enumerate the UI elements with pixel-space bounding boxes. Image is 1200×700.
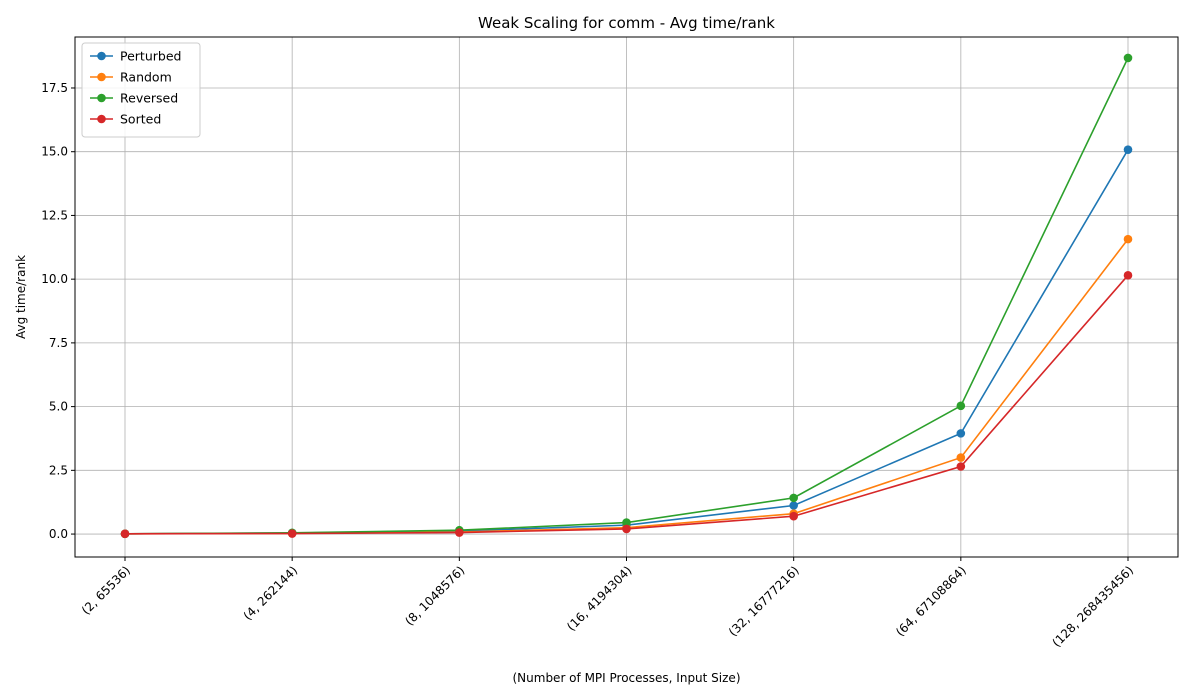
x-tick-label: (64, 67108864): [893, 563, 969, 639]
x-tick-label: (32, 16777216): [726, 563, 802, 639]
data-point-sorted: [455, 528, 464, 537]
data-point-reversed: [1123, 53, 1133, 63]
y-tick-label: 17.5: [41, 81, 68, 95]
x-tick-label: (128, 268435456): [1049, 563, 1136, 650]
data-point-reversed: [789, 493, 798, 503]
y-axis-label: Avg time/rank: [14, 255, 28, 339]
x-tick-label: (16, 4194304): [564, 563, 635, 634]
x-tick-label: (2, 65536): [79, 563, 133, 617]
y-tick-label: 12.5: [41, 208, 68, 222]
y-tick-label: 0.0: [49, 527, 68, 541]
y-tick-label: 5.0: [49, 400, 68, 414]
legend-marker-reversed: [97, 93, 106, 103]
x-tick-label: (8, 1048576): [402, 563, 467, 628]
data-point-perturbed: [1123, 145, 1133, 154]
legend-label-perturbed: Perturbed: [120, 49, 181, 64]
data-point-sorted: [1123, 271, 1133, 280]
y-tick-label: 15.0: [41, 145, 68, 159]
data-point-perturbed: [956, 429, 966, 438]
data-point-sorted: [956, 462, 966, 471]
y-tick-label: 2.5: [49, 463, 68, 477]
data-point-reversed: [622, 518, 631, 527]
y-tick-label: 10.0: [41, 272, 68, 286]
data-point-perturbed: [789, 501, 798, 510]
legend-marker-sorted: [97, 114, 106, 124]
x-axis-label: (Number of MPI Processes, Input Size): [512, 671, 740, 685]
x-tick-label: (4, 262144): [241, 563, 301, 623]
legend-box: [81, 42, 201, 138]
legend: Perturbed Random Reversed Sorted: [81, 42, 201, 138]
data-point-sorted: [622, 524, 631, 534]
y-tick-label: 7.5: [49, 336, 68, 350]
y-axis: 0.0 2.5 5.0 7.5 10.0 12.5 15.0 17.5: [41, 81, 75, 541]
legend-marker-perturbed: [97, 51, 106, 61]
legend-label-sorted: Sorted: [120, 112, 161, 127]
grid: [75, 37, 1178, 557]
x-axis: (2, 65536) (4, 262144) (8, 1048576) (16, 41…: [79, 557, 1136, 650]
data-point-reversed: [956, 401, 966, 411]
legend-label-random: Random: [120, 70, 172, 85]
data-point-sorted: [287, 529, 297, 538]
data-point-sorted: [120, 529, 130, 539]
data-point-sorted: [789, 511, 798, 521]
legend-label-reversed: Reversed: [120, 91, 178, 106]
data-point-random: [956, 453, 966, 462]
legend-marker-random: [97, 72, 106, 82]
series-layer: [120, 53, 1133, 539]
data-point-random: [1123, 234, 1133, 244]
chart-title: Weak Scaling for comm - Avg time/rank: [478, 14, 775, 32]
